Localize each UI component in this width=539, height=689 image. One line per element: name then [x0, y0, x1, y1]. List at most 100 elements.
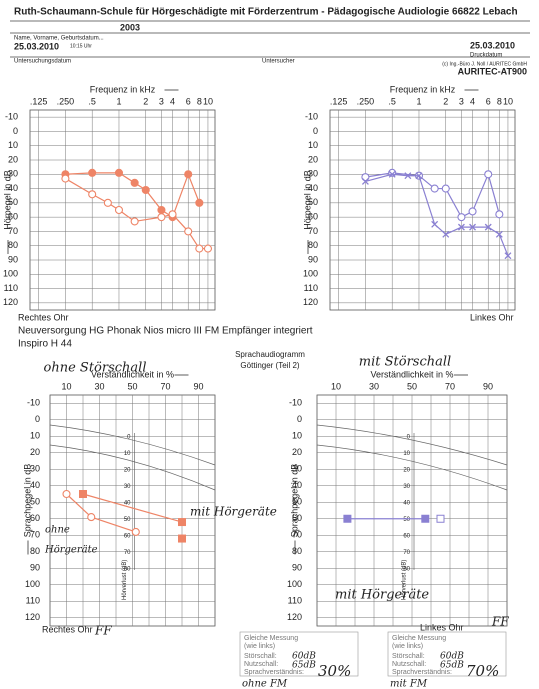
y-tick-label: 80 [30, 546, 40, 556]
y-tick-label: 40 [292, 480, 302, 490]
caption: Linkes Ohr [420, 622, 464, 632]
y-tick-label: 0 [13, 126, 18, 136]
x-tick-label: .5 [88, 96, 96, 106]
y-tick-label: 0 [35, 414, 40, 424]
y-tick-label: 120 [25, 612, 40, 622]
y-tick-label: 70 [292, 530, 302, 540]
exam-date-label: Untersuchungsdatum [14, 59, 71, 65]
marker [88, 168, 97, 177]
marker [484, 223, 492, 231]
x-tick-label: 2 [443, 96, 448, 106]
x-tick-label: 2 [143, 96, 148, 106]
summary-score: 70% [466, 662, 499, 680]
y-tick-label: 50 [292, 497, 302, 507]
caption: Linkes Ohr [470, 312, 514, 322]
plot-frame [329, 109, 516, 311]
x-tick-label: 1 [416, 96, 421, 106]
loss-tick-label: 40 [403, 501, 410, 507]
summary-value: 65dB [292, 661, 316, 671]
summary-note: ohne FM [242, 679, 288, 689]
summary-value: 60dB [440, 652, 464, 662]
print-date: 25.03.2010 [470, 40, 515, 50]
x-tick-label: 10 [331, 381, 341, 391]
y-tick-label: 40 [308, 183, 318, 193]
summary-box [387, 631, 507, 677]
y-tick-label: 0 [313, 126, 318, 136]
y-tick-label: 100 [25, 579, 40, 589]
marker [103, 198, 112, 207]
y-tick-label: 20 [308, 154, 318, 164]
y-tick-label: 30 [8, 169, 18, 179]
x-tick-label: .5 [388, 96, 396, 106]
y-tick-label: 110 [4, 283, 18, 293]
y-axis-label: Sprachpegel in dB [22, 464, 32, 538]
y-tick-label: 20 [292, 447, 302, 457]
loss-tick-label: 80 [124, 567, 131, 573]
y-tick-label: 10 [8, 140, 18, 150]
marker [178, 534, 186, 543]
x-axis-label: Frequenz in kHz [90, 84, 156, 94]
y-tick-label: -10 [5, 112, 18, 122]
y-tick-label: -10 [305, 112, 318, 122]
marker [457, 223, 465, 231]
y-tick-label: 90 [30, 563, 40, 573]
marker [114, 168, 124, 177]
loss-tick-label: 30 [124, 484, 131, 490]
x-axis-label: Verständlichkeit in % [370, 369, 453, 379]
marker [195, 244, 204, 253]
x-tick-label: 8 [497, 96, 502, 106]
loss-tick-label: 50 [403, 517, 410, 523]
y-tick-label: 50 [8, 197, 18, 207]
loss-tick-label: 40 [124, 501, 131, 507]
summary-label: (wie links) [392, 643, 423, 650]
marker [130, 217, 139, 226]
copyright: (c) Ing.-Büro J. Noll / AURITEC GmbH [442, 61, 527, 67]
fitting-line: Inspiro H 44 [18, 339, 72, 350]
loss-tick-label: 0 [127, 435, 131, 441]
marker [495, 230, 503, 238]
reference-curve [316, 424, 508, 466]
y-tick-label: 60 [308, 212, 318, 222]
marker [203, 244, 213, 253]
marker [61, 174, 70, 183]
loss-tick-label: 10 [403, 451, 410, 457]
y-tick-label: 100 [3, 269, 18, 279]
exam-time: 10:15 Uhr [70, 43, 92, 49]
marker [361, 177, 369, 185]
speech-subtitle: Göttinger (Teil 2) [240, 361, 299, 370]
y-tick-label: 100 [287, 579, 302, 589]
reference-curve [316, 444, 508, 491]
marker [87, 513, 96, 522]
y-tick-label: 60 [30, 513, 40, 523]
caption: Rechtes Ohr [42, 624, 93, 634]
y-tick-label: -10 [289, 398, 302, 408]
fitting-line: Neuversorgung HG Phonak Nios micro III F… [18, 326, 313, 337]
speech-title: Sprachaudiogramm [235, 350, 305, 359]
marker [157, 205, 166, 215]
x-tick-label: 3 [159, 96, 164, 106]
y-axis-label: Sprachpegel in dB [289, 464, 299, 538]
loss-label: Hörverlust (dB) [402, 560, 408, 600]
y-tick-label: 50 [308, 197, 318, 207]
caption: Rechtes Ohr [18, 312, 69, 322]
marker [343, 514, 352, 523]
summary-label: (wie links) [244, 643, 275, 650]
x-tick-label: 30 [369, 381, 379, 391]
x-tick-label: 90 [193, 381, 203, 391]
marker [415, 172, 423, 180]
y-tick-label: 10 [30, 431, 40, 441]
summary-label: Störschall: [392, 653, 425, 660]
summary-value: 60dB [292, 652, 316, 662]
y-axis-label: Hörpegel in dB [2, 170, 12, 230]
marker [79, 490, 87, 498]
marker [469, 223, 477, 231]
summary-label: Störschall: [244, 653, 277, 660]
marker [495, 210, 504, 219]
y-tick-label: 70 [8, 226, 18, 236]
marker [484, 170, 493, 179]
x-tick-label: 4 [170, 96, 175, 106]
loss-tick-label: 70 [403, 550, 410, 556]
y-tick-label: 120 [287, 612, 302, 622]
